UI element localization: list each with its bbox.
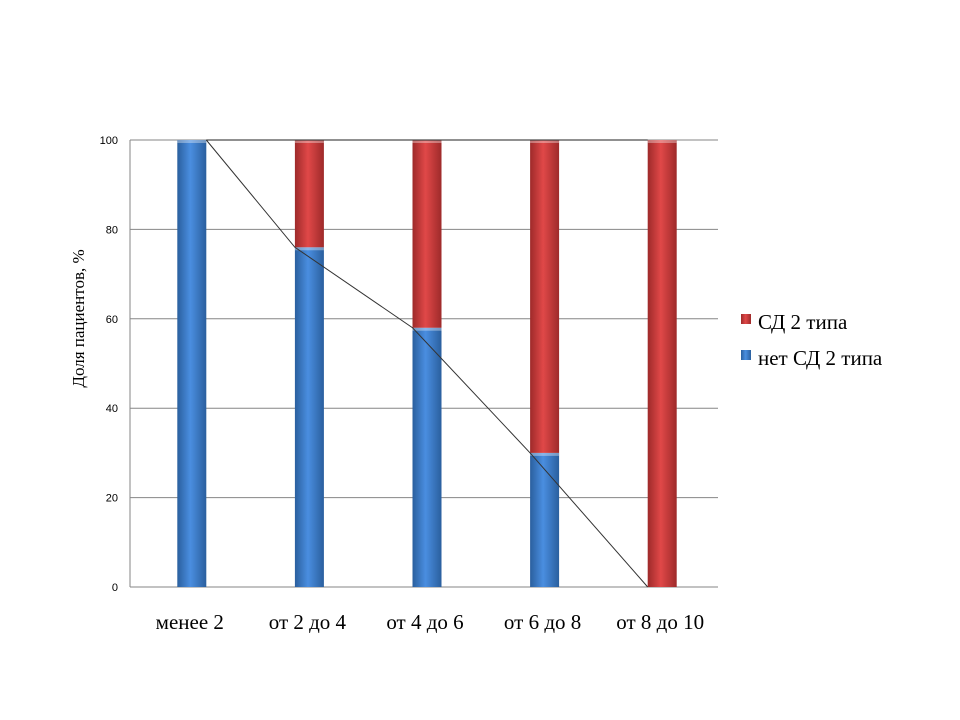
bar-highlight (530, 140, 560, 143)
bar-highlight (294, 247, 324, 251)
x-tick-label: от 6 до 8 (504, 610, 581, 634)
x-tick-label: от 2 до 4 (269, 610, 347, 634)
bar-highlight (647, 140, 677, 143)
legend-swatch (741, 350, 751, 360)
y-axis-label: Доля пациентов, % (69, 249, 88, 387)
bar-highlight (530, 452, 560, 456)
bar-highlight (177, 140, 207, 143)
bar-no-t2d-3 (530, 452, 560, 587)
bar-no-t2d-2 (412, 327, 442, 587)
bar-t2d-1 (294, 140, 324, 248)
y-tick-labels: 0 20 40 60 80 100 (100, 135, 118, 594)
legend-label: СД 2 типа (758, 310, 848, 334)
x-tick-labels: менее 2 от 2 до 4 от 4 до 6 от 6 до 8 от 8 д… (156, 610, 704, 634)
legend-swatch (741, 314, 751, 324)
y-tick-label: 60 (106, 314, 118, 326)
x-tick-label: менее 2 (156, 610, 224, 634)
bar-t2d-4 (647, 140, 677, 587)
bar-highlight (412, 140, 442, 143)
legend: СД 2 типа нет СД 2 типа (741, 310, 883, 370)
trend-line (205, 139, 649, 588)
y-tick-label: 0 (112, 582, 118, 594)
bar-no-t2d-0 (177, 140, 207, 587)
bar-no-t2d-1 (294, 247, 324, 587)
y-tick-label: 40 (106, 403, 118, 415)
bars (177, 140, 677, 587)
bar-t2d-2 (412, 140, 442, 328)
x-tick-label: от 8 до 10 (616, 610, 704, 634)
y-tick-label: 100 (100, 135, 118, 147)
y-tick-label: 80 (106, 224, 118, 236)
bar-t2d-3 (530, 140, 560, 453)
y-tick-label: 20 (106, 493, 118, 505)
x-tick-label: от 4 до 6 (386, 610, 463, 634)
bar-highlight (294, 140, 324, 143)
legend-label: нет СД 2 типа (758, 346, 883, 370)
bar-highlight (412, 327, 442, 331)
trend-line-path (205, 139, 649, 588)
